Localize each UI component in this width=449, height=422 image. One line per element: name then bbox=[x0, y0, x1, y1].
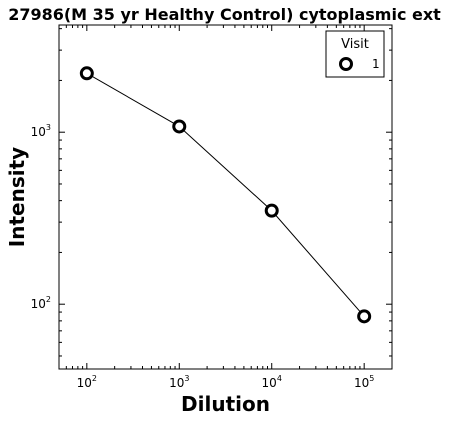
data-point bbox=[264, 203, 279, 218]
legend-frame bbox=[325, 30, 385, 78]
minor-ticks bbox=[58, 25, 393, 369]
y-axis-label: Intensity bbox=[5, 147, 29, 247]
series-line bbox=[86, 72, 365, 317]
x-tick-label: 102 bbox=[77, 374, 97, 390]
plot-frame bbox=[58, 24, 393, 370]
legend: Visit 1 bbox=[325, 30, 385, 78]
chart-title: 27986(M 35 yr Healthy Control) cytoplasm… bbox=[8, 5, 441, 24]
major-ticks bbox=[59, 25, 392, 369]
series-layer bbox=[79, 66, 372, 324]
y-tick-label: 102 bbox=[31, 295, 51, 311]
legend-marker bbox=[339, 57, 353, 71]
x-tick-label: 105 bbox=[354, 374, 374, 390]
data-point bbox=[79, 66, 94, 81]
y-tick-label: 103 bbox=[31, 123, 51, 139]
legend-label: 1 bbox=[372, 57, 380, 71]
legend-title: Visit bbox=[341, 37, 369, 52]
data-point bbox=[172, 119, 187, 134]
x-tick-label: 104 bbox=[262, 374, 282, 390]
x-axis-label: Dilution bbox=[181, 392, 270, 416]
data-point bbox=[357, 309, 372, 324]
y-tick-labels: 102 103 bbox=[31, 123, 51, 311]
x-tick-labels: 102 103 104 105 bbox=[77, 374, 375, 390]
x-tick-label: 103 bbox=[169, 374, 189, 390]
